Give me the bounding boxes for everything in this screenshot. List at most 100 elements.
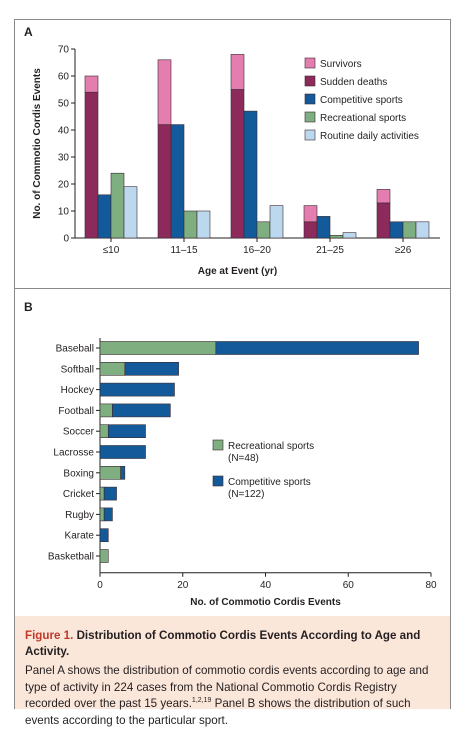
caption-body-text: Panel A shows the distribution of commot… <box>25 664 429 710</box>
legend-label: Routine daily activities <box>320 131 419 142</box>
y-tick-label: Softball <box>61 364 94 375</box>
y-tick-label: 60 <box>58 72 70 83</box>
legend-label: Survivors <box>320 59 362 70</box>
y-tick-label: 20 <box>58 180 70 191</box>
y-axis-title: No. of Commotio Cordis Events <box>32 68 43 219</box>
bar-competitive <box>170 124 185 239</box>
y-tick-label: Lacrosse <box>53 448 94 459</box>
y-tick-label: 10 <box>58 207 70 218</box>
x-axis-title: No. of Commotio Cordis Events <box>190 597 341 608</box>
x-tick-label: 21–25 <box>316 245 344 256</box>
legend-count: (N=122) <box>228 489 264 500</box>
bar-routine <box>342 232 357 239</box>
panel-b-chart: 0 20 40 60 80 No. of Commotio Cordis Events Ba… <box>48 338 437 608</box>
x-axis-title: Age at Event (yr) <box>198 266 277 277</box>
y-tick-label: Karate <box>65 531 95 542</box>
x-tick-label: 0 <box>97 580 103 591</box>
x-tick-label: 40 <box>260 580 272 591</box>
figure-frame: A 0 10 20 30 40 50 60 70 No. of Commotio Cordis … <box>14 19 451 727</box>
bar-recreational <box>99 403 113 418</box>
x-tick-label: 16–20 <box>243 245 271 256</box>
bar-competitive <box>99 528 109 542</box>
bar-survivors <box>230 54 245 90</box>
y-tick-label: Rugby <box>65 510 94 521</box>
bar-recreational <box>110 172 125 239</box>
panel-a-chart: 0 10 20 30 40 50 60 70 No. of Commotio Cordis Ev… <box>32 45 440 277</box>
bar-survivors <box>157 59 172 125</box>
y-tick-label: 70 <box>58 45 70 56</box>
y-tick-label: Basketball <box>48 552 94 563</box>
legend-label: Competitive sports <box>320 95 403 106</box>
panel-divider <box>15 288 450 289</box>
legend-swatch <box>304 75 316 87</box>
bar-sudden-deaths <box>303 221 318 239</box>
bar-sudden-deaths <box>230 89 245 239</box>
x-tick-label: 11–15 <box>170 245 198 256</box>
bar-survivors <box>303 205 318 223</box>
legend-swatch <box>304 129 316 141</box>
bar-competitive <box>316 216 331 239</box>
figure-caption: Figure 1. Distribution of Commotio Cordi… <box>15 616 450 727</box>
bar-competitive <box>124 362 179 376</box>
legend-swatch <box>304 57 316 69</box>
y-tick-label: 50 <box>58 99 70 110</box>
y-tick-label: Boxing <box>63 468 94 479</box>
bar-competitive <box>389 221 404 239</box>
bar-competitive <box>99 382 175 397</box>
x-tick-label: ≥26 <box>395 245 412 256</box>
legend-swatch <box>304 93 316 105</box>
bar-recreational <box>99 486 105 501</box>
bar-recreational <box>99 362 126 376</box>
y-tick-label: Cricket <box>63 489 94 500</box>
bar-sudden-deaths <box>157 124 172 239</box>
legend-label: Sudden deaths <box>320 77 387 88</box>
legend-count: (N=48) <box>228 453 259 464</box>
bar-recreational <box>256 221 271 239</box>
bar-competitive <box>243 110 258 239</box>
bar-routine <box>269 205 284 239</box>
caption-title: Distribution of Commotio Cordis Events A… <box>25 629 421 658</box>
x-tick-label: 60 <box>343 580 355 591</box>
y-tick-label: 30 <box>58 153 70 164</box>
bar-routine <box>196 210 211 239</box>
bar-recreational <box>402 221 417 239</box>
bar-competitive <box>103 507 113 522</box>
y-tick-label: Football <box>58 406 94 417</box>
y-tick-label: Soccer <box>63 427 95 438</box>
bar-recreational <box>99 341 217 355</box>
legend-swatch <box>304 111 316 123</box>
legend-label: Recreational sports <box>320 113 406 124</box>
bar-recreational <box>99 424 109 438</box>
x-tick-label: 80 <box>425 580 437 591</box>
bar-recreational <box>329 235 344 239</box>
y-tick-label: 40 <box>58 126 70 137</box>
y-tick-label: Baseball <box>56 344 94 355</box>
caption-body: Panel A shows the distribution of commot… <box>25 663 442 729</box>
bar-sudden-deaths <box>84 91 99 239</box>
bar-competitive <box>215 341 419 355</box>
y-tick-label: 0 <box>63 234 69 245</box>
x-tick-label: 20 <box>177 580 189 591</box>
bar-competitive <box>120 466 126 480</box>
legend-swatch <box>212 475 224 487</box>
bar-competitive <box>112 403 171 418</box>
bar-survivors <box>84 75 99 93</box>
bar-survivors <box>376 189 391 204</box>
bar-competitive <box>107 424 146 438</box>
bar-competitive <box>99 445 146 459</box>
bar-recreational <box>183 210 198 239</box>
bar-sudden-deaths <box>376 202 391 239</box>
bar-recreational <box>99 549 109 563</box>
legend-swatch <box>212 439 224 451</box>
bar-routine <box>123 186 138 239</box>
legend-label: Competitive sports <box>228 477 311 488</box>
bar-competitive <box>103 486 117 501</box>
panel-a-label: A <box>24 25 33 39</box>
caption-references: 1,2,19 <box>191 697 212 705</box>
bar-recreational <box>99 507 105 522</box>
bar-recreational <box>99 466 121 480</box>
caption-title-line: Figure 1. Distribution of Commotio Cordi… <box>25 628 442 660</box>
legend-label: Recreational sports <box>228 441 314 452</box>
x-tick-label: ≤10 <box>103 245 120 256</box>
bar-routine <box>415 221 430 239</box>
